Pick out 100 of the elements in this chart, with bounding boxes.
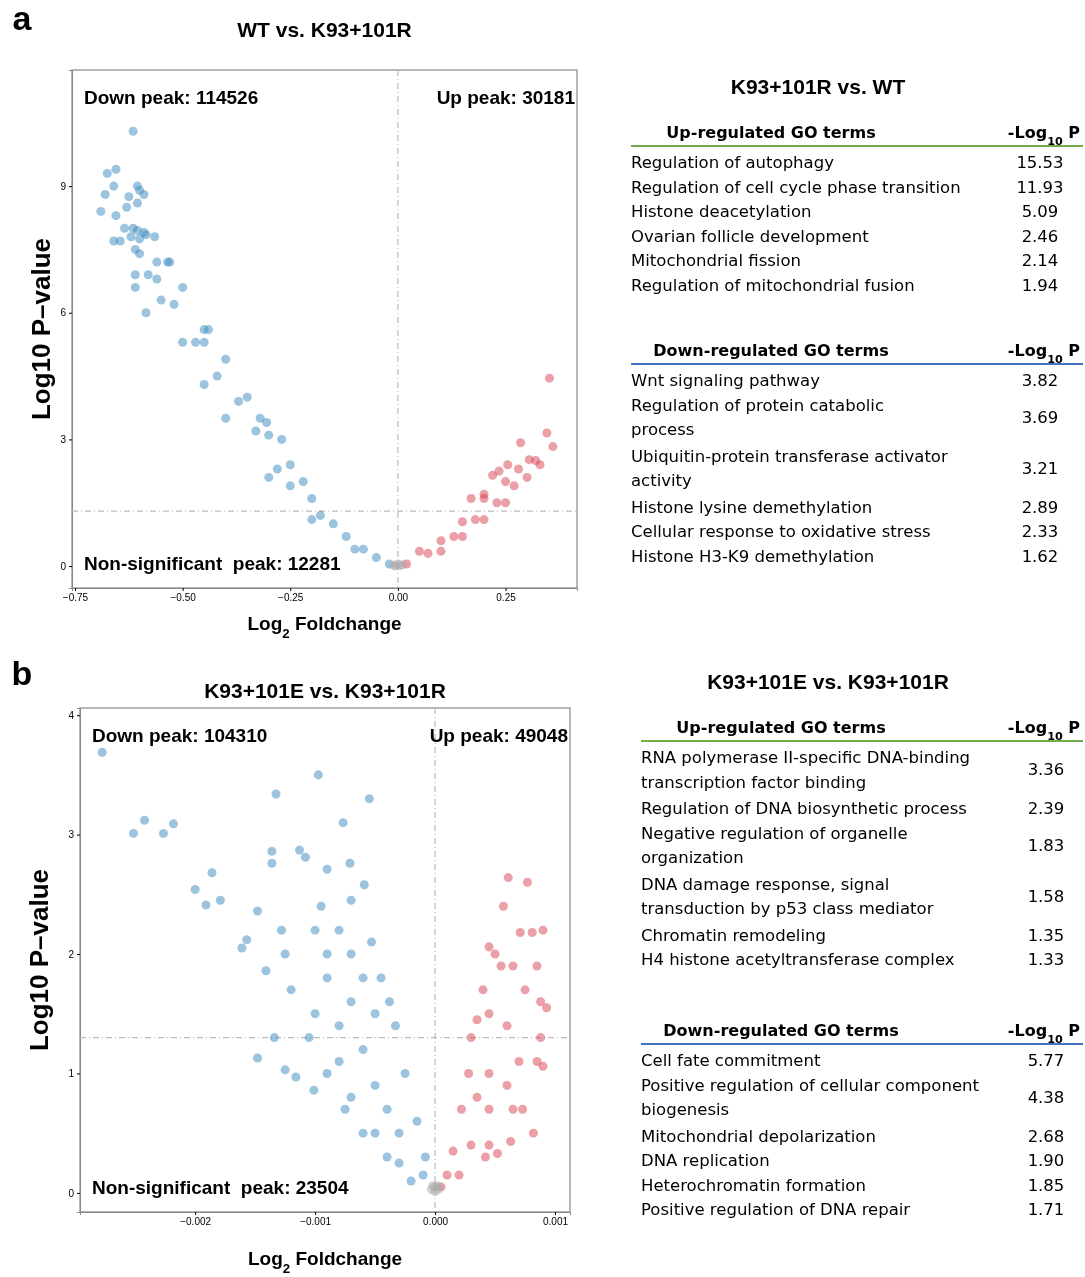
annotation: Down peak: 104310: [92, 725, 268, 746]
point: [524, 455, 534, 465]
point: [520, 985, 530, 995]
x-tick-label: −0.75: [62, 592, 89, 604]
point: [464, 1068, 474, 1078]
point: [466, 494, 476, 504]
category-label: Negative regulation of organelle organization: [641, 823, 908, 867]
point: [516, 438, 526, 448]
x-tick-label: −0.001: [300, 1216, 332, 1228]
x-tick-label: −0.002: [180, 1216, 212, 1228]
point: [466, 1140, 476, 1150]
text: 1.62: [1021, 546, 1059, 566]
text: 1.94: [1021, 275, 1059, 295]
point: [480, 1152, 490, 1162]
point: [506, 1137, 516, 1147]
point: [457, 531, 467, 541]
point: [536, 1033, 546, 1043]
annotation: Down peak: 114526: [84, 87, 259, 108]
x-tick-label: 0.00: [388, 592, 409, 604]
category-label: Heterochromatin formation: [641, 1175, 866, 1195]
text: 2.39: [1027, 799, 1065, 818]
annotation: Up peak: 30181: [436, 87, 576, 108]
point: [472, 1015, 482, 1025]
point: [436, 546, 446, 556]
category-label: DNA replication: [641, 1151, 770, 1170]
point: [449, 531, 459, 541]
x-tick-label: −0.50: [170, 592, 197, 604]
category-label: Regulation of DNA biosynthetic process: [641, 799, 967, 818]
category-label: Cellular response to oxidative stress: [631, 522, 931, 541]
text: -Log$_{10}$ P: [1007, 341, 1081, 366]
point: [503, 873, 513, 883]
point: [494, 466, 504, 476]
point: [514, 1057, 524, 1067]
point: [456, 1104, 466, 1114]
annotation: Non-significant peak: 23504: [92, 1177, 350, 1198]
point: [498, 901, 508, 911]
category-label: DNA damage response, signal transduction by p53 class mediator: [641, 874, 934, 918]
text: 11.93: [1016, 177, 1064, 197]
point: [502, 1080, 512, 1090]
point: [466, 1033, 476, 1043]
text: Up-regulated GO terms: [666, 123, 876, 142]
category-label: Mitochondrial fission: [631, 251, 801, 270]
category-label: Positive regulation of cellular component biogenesis: [641, 1075, 980, 1119]
point: [532, 961, 542, 971]
category-label: H4 histone acetyltransferase complex: [641, 950, 955, 969]
annotation: Up peak: 49048: [429, 725, 568, 746]
point: [502, 1021, 512, 1031]
category-label: Regulation of cell cycle phase transition: [631, 177, 961, 197]
x-tick-label: 0.000: [423, 1216, 449, 1228]
text: 1.90: [1027, 1151, 1065, 1170]
category-label: Regulation of protein catabolic process: [631, 395, 884, 439]
point: [490, 949, 500, 959]
category-label: Regulation of mitochondrial fusion: [631, 275, 915, 295]
y-tick-label: 9: [60, 180, 67, 192]
point: [542, 428, 552, 438]
text: 2.46: [1021, 226, 1059, 246]
category-label: Chromatin remodeling: [641, 925, 826, 945]
point: [492, 1148, 502, 1158]
text: 3.36: [1027, 760, 1065, 780]
text: 1.58: [1027, 886, 1065, 906]
text: K93+101R vs. WT: [730, 75, 906, 98]
text: 3.21: [1021, 458, 1059, 478]
point: [522, 472, 532, 482]
category-label: Positive regulation of DNA repair: [641, 1200, 911, 1219]
point: [501, 498, 511, 508]
point: [457, 517, 467, 527]
category-label: Histone deacetylation: [631, 202, 812, 221]
y-axis-title: Log10 P–value: [24, 868, 54, 1052]
point: [484, 1009, 494, 1019]
y-tick-label: 3: [68, 829, 75, 841]
text: -Log$_{10}$ P: [1007, 123, 1081, 148]
point: [442, 1170, 452, 1180]
chart-title: K93+101E vs. K93+101R: [204, 679, 446, 702]
text: Down-regulated GO terms: [653, 341, 889, 360]
point: [484, 1140, 494, 1150]
point: [542, 1003, 552, 1013]
annotation: Non-significant peak: 12281: [84, 553, 342, 574]
text: 1.71: [1027, 1200, 1065, 1219]
point: [479, 515, 489, 525]
point: [423, 548, 433, 558]
text: 1.33: [1027, 950, 1065, 969]
y-axis-title: Log10 P–value: [26, 237, 56, 421]
y-tick-label: 2: [68, 948, 75, 960]
text: 3.69: [1021, 407, 1059, 427]
point: [538, 925, 548, 935]
x-axis-title: Log$_{2}$ Foldchange: [247, 613, 402, 641]
point: [478, 985, 488, 995]
text: Down-regulated GO terms: [663, 1021, 899, 1040]
text: -Log$_{10}$ P: [1007, 718, 1081, 743]
text: 1.85: [1027, 1175, 1065, 1195]
category-label: Cell fate commitment: [641, 1051, 821, 1070]
text: Up-regulated GO terms: [676, 718, 886, 737]
y-tick-label: 0: [68, 1187, 75, 1199]
text: 4.38: [1027, 1087, 1065, 1107]
point: [484, 1104, 494, 1114]
text: b: [11, 654, 33, 692]
text: -Log$_{10}$ P: [1007, 1021, 1081, 1046]
text: a: [12, 0, 33, 37]
point: [509, 481, 519, 491]
point: [532, 1057, 542, 1067]
